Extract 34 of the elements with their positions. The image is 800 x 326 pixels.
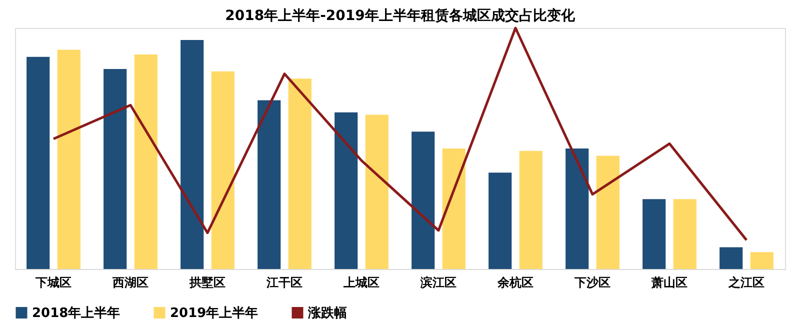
x-tick-label: 西湖区 <box>112 276 148 290</box>
bar <box>211 71 234 269</box>
bar <box>26 56 50 269</box>
legend-label: 涨跌幅 <box>307 306 347 321</box>
bar <box>258 100 281 269</box>
bar <box>519 150 542 269</box>
x-tick-label: 下沙区 <box>574 276 610 290</box>
bar <box>673 199 696 269</box>
bar <box>488 172 512 269</box>
bar <box>442 148 466 269</box>
x-tick-label: 拱墅区 <box>188 276 226 290</box>
chart-title: 2018年上半年-2019年上半年租赁各城区成交占比变化 <box>225 6 576 24</box>
bar <box>720 247 743 269</box>
bar <box>596 156 620 269</box>
x-tick-label: 余杭区 <box>496 276 534 290</box>
x-tick-label: 下城区 <box>34 276 72 290</box>
x-tick-label: 之江区 <box>728 276 764 290</box>
bar <box>365 114 388 269</box>
bar <box>134 54 158 269</box>
legend-label: 2019年上半年 <box>170 306 258 321</box>
bar <box>288 78 312 269</box>
bar <box>180 40 204 269</box>
x-tick-label: 上城区 <box>342 276 380 290</box>
legend-label: 2018年上半年 <box>32 306 120 321</box>
bar <box>750 252 774 269</box>
x-tick-label: 江干区 <box>266 276 302 290</box>
x-tick-label: 萧山区 <box>650 276 688 290</box>
bar <box>57 50 80 269</box>
bar <box>642 199 666 269</box>
bar <box>412 132 435 269</box>
bar <box>334 112 358 269</box>
bar <box>104 68 127 269</box>
bar <box>566 148 589 269</box>
x-tick-label: 滨江区 <box>420 276 456 290</box>
